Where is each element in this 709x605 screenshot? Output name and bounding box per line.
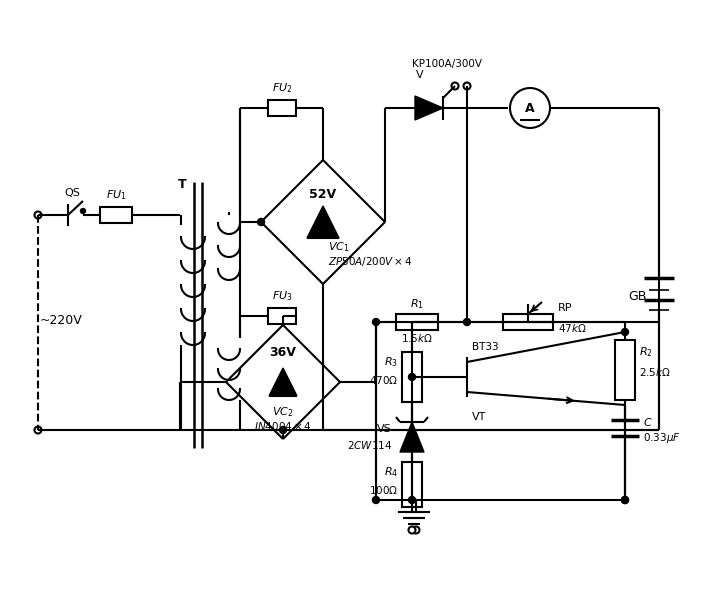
Text: $FU_3$: $FU_3$ <box>272 289 292 303</box>
Text: $VC_1$: $VC_1$ <box>328 240 350 254</box>
Text: $R_3$: $R_3$ <box>384 355 398 369</box>
Circle shape <box>464 82 471 90</box>
Circle shape <box>525 318 532 325</box>
Circle shape <box>408 497 415 503</box>
Text: VT: VT <box>472 412 486 422</box>
Text: $R_2$: $R_2$ <box>639 345 653 359</box>
Bar <box>268 100 296 116</box>
Text: GB: GB <box>629 290 647 302</box>
Circle shape <box>408 373 415 381</box>
Bar <box>100 207 132 223</box>
Circle shape <box>413 526 420 534</box>
Text: $470\Omega$: $470\Omega$ <box>369 374 398 386</box>
Polygon shape <box>415 96 443 120</box>
Circle shape <box>622 497 628 503</box>
Polygon shape <box>269 368 297 396</box>
Circle shape <box>452 82 459 90</box>
Text: $IN4004\times4$: $IN4004\times4$ <box>254 420 312 432</box>
Text: $FU_1$: $FU_1$ <box>106 188 126 202</box>
Text: V: V <box>416 70 424 80</box>
Text: $R_4$: $R_4$ <box>384 465 398 479</box>
Text: $0.33\mu F$: $0.33\mu F$ <box>643 431 681 445</box>
Text: $2CW114$: $2CW114$ <box>347 439 392 451</box>
Bar <box>396 314 438 330</box>
Text: $FU_2$: $FU_2$ <box>272 81 292 95</box>
Circle shape <box>81 209 86 214</box>
Bar <box>503 314 553 330</box>
Text: $100\Omega$: $100\Omega$ <box>369 484 398 496</box>
Circle shape <box>464 318 471 325</box>
Text: ~220V: ~220V <box>40 313 83 327</box>
Circle shape <box>279 427 286 434</box>
Text: $R_1$: $R_1$ <box>410 297 424 311</box>
Circle shape <box>622 497 628 503</box>
Circle shape <box>257 218 264 226</box>
Text: KP100A/300V: KP100A/300V <box>412 59 482 69</box>
Bar <box>402 352 422 402</box>
Text: $ZP50A/200V\times4$: $ZP50A/200V\times4$ <box>328 255 413 269</box>
Text: $1.5k\Omega$: $1.5k\Omega$ <box>401 332 433 344</box>
Text: 36V: 36V <box>269 345 296 359</box>
Text: VS: VS <box>377 424 392 434</box>
Text: QS: QS <box>64 188 80 198</box>
Polygon shape <box>400 422 424 452</box>
Polygon shape <box>307 206 339 238</box>
Text: T: T <box>177 178 186 192</box>
Circle shape <box>35 212 42 218</box>
Text: $2.5k\Omega$: $2.5k\Omega$ <box>639 366 671 378</box>
Bar <box>402 462 422 507</box>
Circle shape <box>408 497 415 503</box>
Text: A: A <box>525 102 535 114</box>
Text: BT33: BT33 <box>472 342 498 352</box>
Circle shape <box>408 526 415 534</box>
Text: $C$: $C$ <box>643 416 653 428</box>
Text: $47k\Omega$: $47k\Omega$ <box>558 322 586 334</box>
Bar <box>268 308 296 324</box>
Bar <box>615 340 635 400</box>
Text: $VC_2$: $VC_2$ <box>272 405 294 419</box>
Circle shape <box>35 427 42 434</box>
Text: 52V: 52V <box>309 188 337 200</box>
Circle shape <box>372 318 379 325</box>
Circle shape <box>372 497 379 503</box>
Text: RP: RP <box>558 303 572 313</box>
Circle shape <box>408 318 415 325</box>
Circle shape <box>622 329 628 336</box>
Circle shape <box>510 88 550 128</box>
